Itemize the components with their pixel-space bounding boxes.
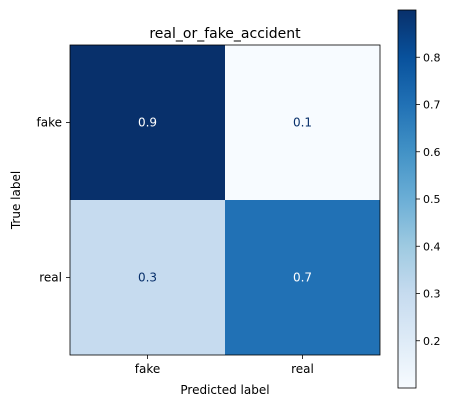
- y-tick-label: fake: [37, 116, 62, 130]
- colorbar: [397, 9, 417, 389]
- y-axis-label: True label: [9, 171, 23, 230]
- colorbar-tick-label: 0.2: [423, 335, 441, 348]
- cell-value-label: 0.3: [138, 271, 157, 285]
- heatmap-cell: [70, 45, 225, 200]
- heatmap-cell-labels: 0.9 0.1 0.3 0.7: [138, 116, 312, 285]
- colorbar-tick-label: 0.5: [423, 193, 441, 206]
- plot-frame: [69, 44, 381, 356]
- y-axis-ticks: fake real: [37, 116, 70, 285]
- chart-title: real_or_fake_accident: [149, 26, 301, 42]
- cell-value-label: 0.9: [138, 116, 157, 130]
- cell-value-label: 0.1: [293, 116, 312, 130]
- heatmap-cell: [225, 45, 380, 200]
- x-axis-ticks: fake real: [135, 355, 314, 376]
- x-tick-label: fake: [135, 362, 160, 376]
- colorbar-tick-label: 0.4: [423, 240, 441, 253]
- cell-value-label: 0.7: [293, 271, 312, 285]
- heatmap-cells: [70, 45, 380, 355]
- colorbar-tick-label: 0.8: [423, 51, 441, 64]
- heatmap-cell: [225, 200, 380, 355]
- colorbar-tick-label: 0.6: [423, 146, 441, 159]
- colorbar-ticks: 0.2 0.3 0.4 0.5 0.6 0.7 0.8: [416, 51, 441, 348]
- colorbar-tick-label: 0.3: [423, 288, 441, 301]
- y-tick-label: real: [39, 271, 62, 285]
- x-tick-label: real: [291, 362, 314, 376]
- x-axis-label: Predicted label: [180, 383, 269, 397]
- colorbar-tick-label: 0.7: [423, 99, 441, 112]
- heatmap-cell: [70, 200, 225, 355]
